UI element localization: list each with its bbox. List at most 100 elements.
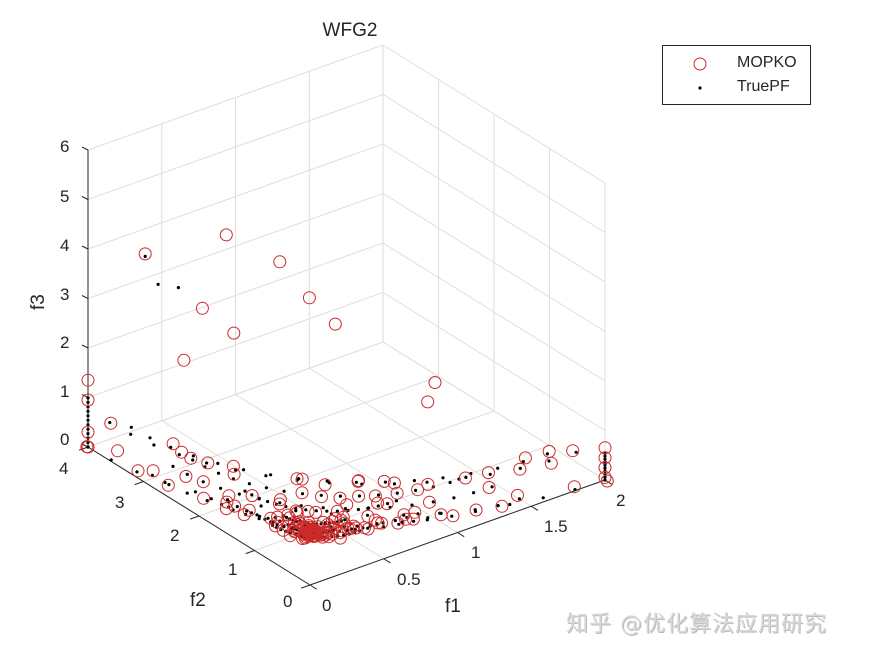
mopko-point — [371, 516, 385, 530]
mopko-point — [228, 499, 242, 513]
truepf-point — [488, 472, 492, 476]
truepf-point — [392, 482, 397, 486]
truepf-point — [472, 491, 476, 495]
mopko-point — [138, 247, 152, 261]
wall-grid-line — [87, 242, 384, 349]
z-tick-2: 2 — [60, 333, 70, 352]
mopko-point — [361, 509, 375, 523]
truepf-point — [86, 409, 90, 413]
truepf-point — [257, 497, 261, 501]
wall-grid-line — [382, 94, 606, 233]
truepf-point — [216, 461, 220, 465]
truepf-point — [574, 450, 578, 454]
truepf-point — [266, 499, 270, 504]
mopko-point — [314, 528, 328, 542]
y-tick-1: 1 — [228, 560, 238, 579]
mopko-point — [458, 471, 472, 485]
mopko-point — [330, 504, 344, 518]
z-tick-mark — [81, 196, 89, 200]
truepf-point — [259, 504, 263, 508]
mopko-point — [302, 515, 316, 529]
mopko-point — [220, 495, 234, 509]
mopko-point — [184, 451, 198, 465]
truepf-point — [304, 508, 308, 512]
x-tick-2: 1 — [471, 543, 481, 562]
mopko-point — [264, 511, 278, 525]
truepf-point — [219, 486, 223, 490]
mopko-point — [245, 489, 259, 503]
mopko-point — [197, 491, 211, 505]
truepf-point — [129, 432, 133, 436]
truepf-series — [86, 254, 607, 540]
x-tick-4: 2 — [616, 491, 626, 510]
truepf-point — [395, 491, 399, 495]
mopko-point — [271, 510, 284, 524]
truepf-point — [191, 454, 195, 458]
mopko-point — [469, 503, 483, 517]
mopko-series — [80, 228, 614, 545]
mopko-point — [219, 228, 233, 242]
mopko-point — [295, 486, 309, 500]
truepf-point — [86, 414, 90, 418]
truepf-point — [518, 466, 522, 470]
truepf-point — [354, 480, 358, 484]
truepf-point — [338, 494, 342, 498]
wall-grid-line — [382, 242, 606, 382]
mopko-point — [434, 508, 448, 522]
truepf-point — [438, 511, 442, 515]
mopko-point — [598, 471, 612, 484]
truepf-point — [255, 513, 259, 517]
mopko-point — [513, 462, 527, 476]
mopko-point — [408, 505, 422, 519]
mopko-point — [598, 441, 612, 455]
z-tick-mark — [81, 344, 89, 349]
x-tick-1: 0.5 — [397, 570, 421, 589]
truepf-point — [86, 445, 90, 449]
mopko-point — [222, 489, 236, 503]
truepf-point — [496, 466, 500, 470]
truepf-point — [356, 507, 360, 512]
z-tick-3: 3 — [60, 285, 70, 304]
y-axis-label: f2 — [190, 590, 206, 611]
mopko-point — [318, 478, 332, 492]
truepf-point — [496, 504, 500, 508]
truepf-point — [464, 475, 468, 479]
truepf-point — [441, 476, 445, 480]
mopko-point — [518, 451, 532, 465]
mopko-point — [196, 475, 210, 489]
truepf-point — [319, 493, 323, 497]
truepf-point — [386, 502, 390, 506]
truepf-point — [377, 493, 381, 497]
mopko-point — [111, 444, 125, 458]
truepf-point — [176, 286, 180, 290]
y-tick-4: 4 — [59, 459, 69, 478]
mopko-point — [81, 440, 95, 454]
truepf-point — [425, 518, 429, 522]
wall-grid-line — [382, 341, 606, 481]
floor-grid-line — [198, 410, 495, 517]
mopko-point — [397, 508, 411, 522]
truepf-point — [448, 480, 452, 485]
truepf-point — [201, 480, 205, 484]
mopko-point — [302, 291, 316, 305]
mopko-point — [334, 513, 348, 527]
truepf-point — [86, 432, 90, 436]
mopko-point — [177, 353, 191, 367]
truepf-point — [275, 522, 279, 527]
mopko-point — [326, 522, 340, 536]
truepf-point — [152, 443, 156, 447]
wall-grid-line — [382, 193, 606, 332]
truepf-point — [410, 503, 414, 507]
mopko-point — [337, 516, 351, 530]
truepf-point — [547, 459, 551, 463]
mopko-point — [368, 489, 382, 503]
z-tick-5: 5 — [60, 187, 70, 206]
truepf-point — [431, 500, 435, 504]
truepf-point — [143, 254, 147, 258]
mopko-point — [315, 490, 328, 504]
truepf-point — [335, 509, 339, 513]
truepf-point — [343, 518, 347, 522]
x-tick-0: 0 — [322, 596, 332, 615]
truepf-point — [294, 509, 298, 513]
truepf-point — [177, 453, 181, 457]
